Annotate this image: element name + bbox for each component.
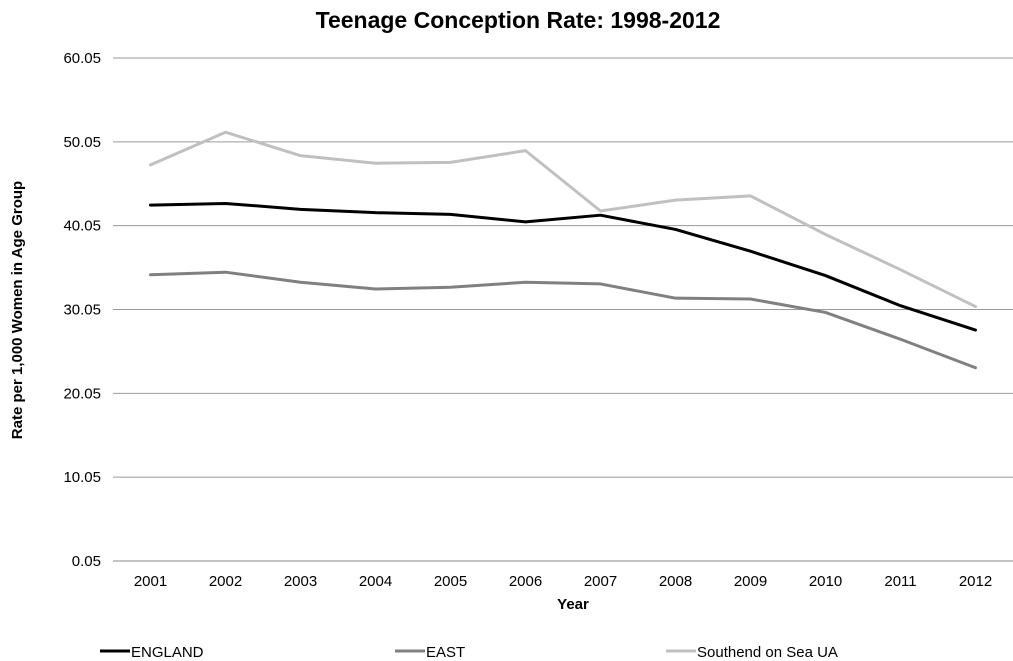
x-tick-label: 2004 xyxy=(359,573,392,590)
legend-label: EAST xyxy=(426,644,465,661)
chart-title: Teenage Conception Rate: 1998-2012 xyxy=(316,7,721,33)
series-line-2 xyxy=(149,270,977,370)
x-tick-label: 2008 xyxy=(659,573,692,590)
y-tick-label: 20.05 xyxy=(63,385,101,402)
x-tick-label: 2005 xyxy=(434,573,467,590)
y-tick-label: 30.05 xyxy=(63,302,101,319)
x-tick-label: 2003 xyxy=(284,573,317,590)
x-tick-label: 2006 xyxy=(509,573,542,590)
y-tick-label: 10.05 xyxy=(63,469,101,486)
y-axis-label: Rate per 1,000 Women in Age Group xyxy=(9,181,26,439)
x-axis-label: Year xyxy=(557,596,589,613)
legend-label: ENGLAND xyxy=(131,644,204,661)
gridlines xyxy=(113,57,1013,478)
series-lines xyxy=(149,130,977,370)
y-tick-label: 0.05 xyxy=(72,553,101,570)
x-tick-label: 2011 xyxy=(884,573,916,590)
x-tick-label: 2010 xyxy=(809,573,842,590)
x-tick-label: 2012 xyxy=(959,573,992,590)
x-tick-label: 2001 xyxy=(134,573,167,590)
legend: ENGLAND EAST Southend on Sea UA xyxy=(100,644,838,661)
x-tick-label: 2009 xyxy=(734,573,767,590)
y-axis-ticks: 0.05 10.05 20.05 30.05 40.05 50.05 60.05 xyxy=(63,50,101,570)
x-axis-ticks: 2001 2002 2003 2004 2005 2006 2007 2008 2009 2010… xyxy=(134,573,992,590)
y-tick-label: 60.05 xyxy=(63,50,101,67)
y-tick-label: 40.05 xyxy=(63,218,101,235)
series-line-3 xyxy=(149,130,977,309)
x-tick-label: 2002 xyxy=(209,573,242,590)
legend-label: Southend on Sea UA xyxy=(697,644,838,661)
series-line-1 xyxy=(149,201,977,332)
y-tick-label: 50.05 xyxy=(63,134,101,151)
x-tick-label: 2007 xyxy=(584,573,617,590)
